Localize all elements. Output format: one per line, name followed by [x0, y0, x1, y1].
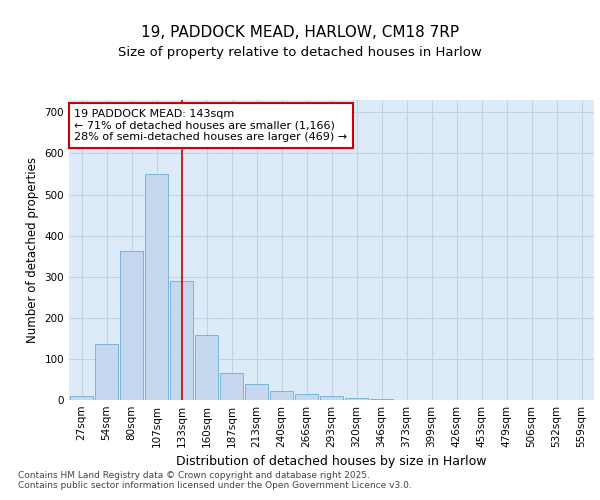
Bar [370, 399, 393, 400]
Text: Size of property relative to detached houses in Harlow: Size of property relative to detached ho… [118, 46, 482, 59]
Text: 19 PADDOCK MEAD: 143sqm
← 71% of detached houses are smaller (1,166)
28% of semi: 19 PADDOCK MEAD: 143sqm ← 71% of detache… [74, 109, 347, 142]
Y-axis label: Number of detached properties: Number of detached properties [26, 157, 39, 343]
Bar [270, 391, 293, 400]
Bar [320, 396, 343, 400]
Bar [295, 394, 318, 400]
Bar [195, 336, 218, 400]
Bar [170, 281, 193, 400]
Text: 19, PADDOCK MEAD, HARLOW, CM18 7RP: 19, PADDOCK MEAD, HARLOW, CM18 7RP [141, 25, 459, 40]
Bar [120, 251, 143, 400]
Bar [245, 384, 268, 400]
X-axis label: Distribution of detached houses by size in Harlow: Distribution of detached houses by size … [176, 456, 487, 468]
Bar [220, 374, 243, 400]
Text: Contains HM Land Registry data © Crown copyright and database right 2025.
Contai: Contains HM Land Registry data © Crown c… [18, 470, 412, 490]
Bar [345, 398, 368, 400]
Bar [95, 344, 118, 400]
Bar [70, 396, 93, 400]
Bar [145, 174, 168, 400]
